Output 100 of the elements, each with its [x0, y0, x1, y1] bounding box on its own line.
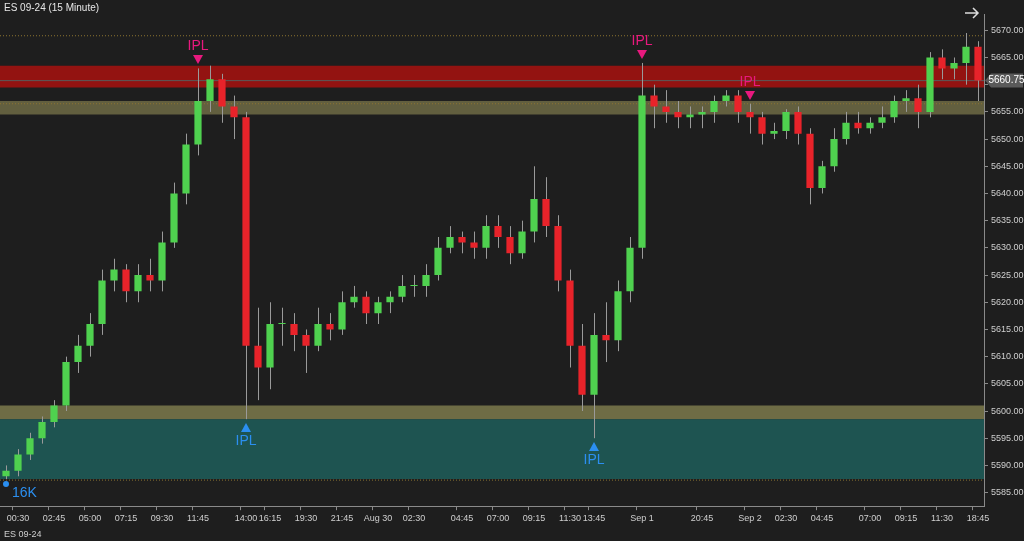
candlestick — [278, 307, 286, 347]
x-tick-label: 18:45 — [966, 513, 990, 524]
candlestick — [794, 105, 802, 146]
x-tick-label: 00:30 — [6, 513, 30, 524]
candlestick — [374, 296, 382, 325]
x-tick-label: 02:30 — [402, 513, 426, 524]
candlestick — [962, 32, 970, 86]
candlestick — [122, 263, 130, 303]
annotation: IPL — [235, 432, 257, 449]
y-tick-label: 5630.00 — [991, 242, 1024, 253]
x-tick-label: 04:45 — [450, 513, 474, 524]
candlestick — [782, 108, 790, 140]
candlestick — [938, 48, 946, 80]
candlestick — [902, 89, 910, 113]
candlestick — [398, 274, 406, 303]
x-tick-label: 04:45 — [810, 513, 834, 524]
annotation: IPL — [187, 37, 209, 54]
candlestick — [494, 214, 502, 249]
x-tick-label: Aug 30 — [363, 513, 393, 524]
candlestick — [758, 111, 766, 146]
candlestick — [698, 105, 706, 129]
y-tick-label: 5620.00 — [991, 296, 1024, 307]
x-tick-label: 07:15 — [114, 513, 138, 524]
x-tick-label: 02:45 — [42, 513, 66, 524]
y-tick-label: 5595.00 — [991, 432, 1024, 443]
x-tick-label: 21:45 — [330, 513, 354, 524]
y-tick-label: 5670.00 — [991, 24, 1024, 35]
candlestick — [854, 111, 862, 135]
candlestick — [146, 258, 154, 292]
y-tick-label: 5625.00 — [991, 269, 1024, 280]
candlestick — [386, 290, 394, 314]
candlestick — [362, 290, 370, 325]
candlestick — [38, 415, 46, 445]
candlestick — [110, 258, 118, 292]
candlestick — [950, 57, 958, 80]
candlestick — [458, 231, 466, 254]
candlestick — [506, 225, 514, 265]
candlestick — [842, 111, 850, 146]
annotation: IPL — [631, 31, 653, 48]
candlestick — [710, 95, 718, 124]
x-tick-label: 07:00 — [858, 513, 882, 524]
candlestick — [818, 160, 826, 194]
annotation: IPL — [583, 451, 605, 468]
candlestick — [254, 307, 262, 401]
x-tick-label: 19:30 — [294, 513, 318, 524]
candlestick — [470, 231, 478, 260]
y-tick-label: 5655.00 — [991, 106, 1024, 117]
y-tick-label: 5665.00 — [991, 51, 1024, 62]
candlestick — [14, 448, 22, 477]
y-tick-label: 5610.00 — [991, 351, 1024, 362]
x-tick-label: 09:15 — [894, 513, 918, 524]
candlestick — [26, 432, 34, 461]
y-tick-label: 5600.00 — [991, 405, 1024, 416]
candlestick — [326, 312, 334, 341]
candlestick — [914, 84, 922, 129]
x-tick-label: 11:45 — [187, 513, 209, 524]
candlestick — [86, 312, 94, 358]
x-tick-label: 09:15 — [522, 513, 546, 524]
y-tick-label: 5585.00 — [991, 487, 1024, 498]
candlestick — [302, 328, 310, 374]
candlestick — [230, 95, 238, 140]
candlestick — [422, 263, 430, 298]
y-tick-label: 5640.00 — [991, 187, 1024, 198]
x-tick-label: 07:00 — [486, 513, 510, 524]
candlestick — [446, 225, 454, 254]
candlestick — [134, 263, 142, 303]
x-tick-label: Sep 1 — [630, 513, 654, 524]
y-tick-label: 5635.00 — [991, 215, 1024, 226]
candlestick — [746, 103, 754, 135]
candlestick — [890, 95, 898, 124]
x-tick-label: Sep 2 — [738, 513, 762, 524]
x-tick-label: 02:30 — [774, 513, 798, 524]
x-tick-label: 14:00 — [234, 513, 258, 524]
candlestick — [662, 89, 670, 124]
candlestick — [410, 274, 418, 298]
candlestick — [650, 84, 658, 129]
y-tick-label: 5615.00 — [991, 323, 1024, 334]
y-tick-label: 5605.00 — [991, 378, 1024, 389]
y-tick-label: 5590.00 — [991, 459, 1024, 470]
candlestick — [734, 89, 742, 124]
candlestick — [74, 334, 82, 374]
text: ES 09-24 — [4, 528, 42, 539]
x-tick-label: 11:30 — [559, 513, 581, 524]
x-tick-label: 13:45 — [582, 513, 606, 524]
candlestick — [350, 285, 358, 309]
candlestick — [314, 307, 322, 352]
x-tick-label: 05:00 — [78, 513, 102, 524]
candlestick — [290, 312, 298, 352]
candlestick — [50, 399, 58, 428]
chart-title: ES 09-24 (15 Minute) — [4, 2, 100, 13]
x-tick-label: 16:15 — [258, 513, 282, 524]
ref-line-label: 5660.75 — [988, 74, 1024, 86]
candlestick — [602, 301, 610, 363]
candlestick — [674, 100, 682, 129]
x-tick-label: 09:30 — [150, 513, 174, 524]
x-tick-label: 20:45 — [690, 513, 714, 524]
x-tick-label: 11:30 — [931, 513, 953, 524]
y-tick-label: 5650.00 — [991, 133, 1024, 144]
candlestick — [878, 105, 886, 129]
y-tick-label: 5645.00 — [991, 160, 1024, 171]
